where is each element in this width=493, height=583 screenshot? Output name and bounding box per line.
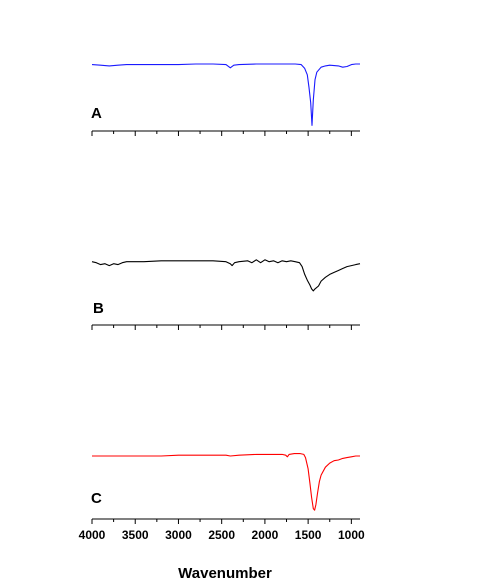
panel-letter-a: A — [91, 105, 102, 122]
x-tick-label: 3000 — [165, 528, 192, 542]
x-tick-label: 2500 — [208, 528, 235, 542]
x-tick-label: 1000 — [338, 528, 365, 542]
x-tick-label: 4000 — [79, 528, 106, 542]
x-tick-label: 3500 — [122, 528, 149, 542]
panel-c: C — [91, 453, 360, 524]
spectrum-line-b — [91, 259, 361, 292]
panel-a: A — [91, 63, 360, 136]
spectrum-line-c — [92, 453, 360, 511]
x-tick-label: 1500 — [295, 528, 322, 542]
panel-letter-b: B — [93, 300, 104, 317]
spectrum-line-a — [91, 63, 360, 126]
x-tick-label: 2000 — [252, 528, 279, 542]
x-axis-title: Wavenumber — [178, 565, 272, 582]
panel-letter-c: C — [91, 490, 102, 507]
x-axis: 4000 3500 3000 2500 2000 1500 1000 — [79, 528, 365, 542]
panel-b: B — [91, 259, 361, 330]
spectrum-panels: A B C — [91, 63, 361, 524]
